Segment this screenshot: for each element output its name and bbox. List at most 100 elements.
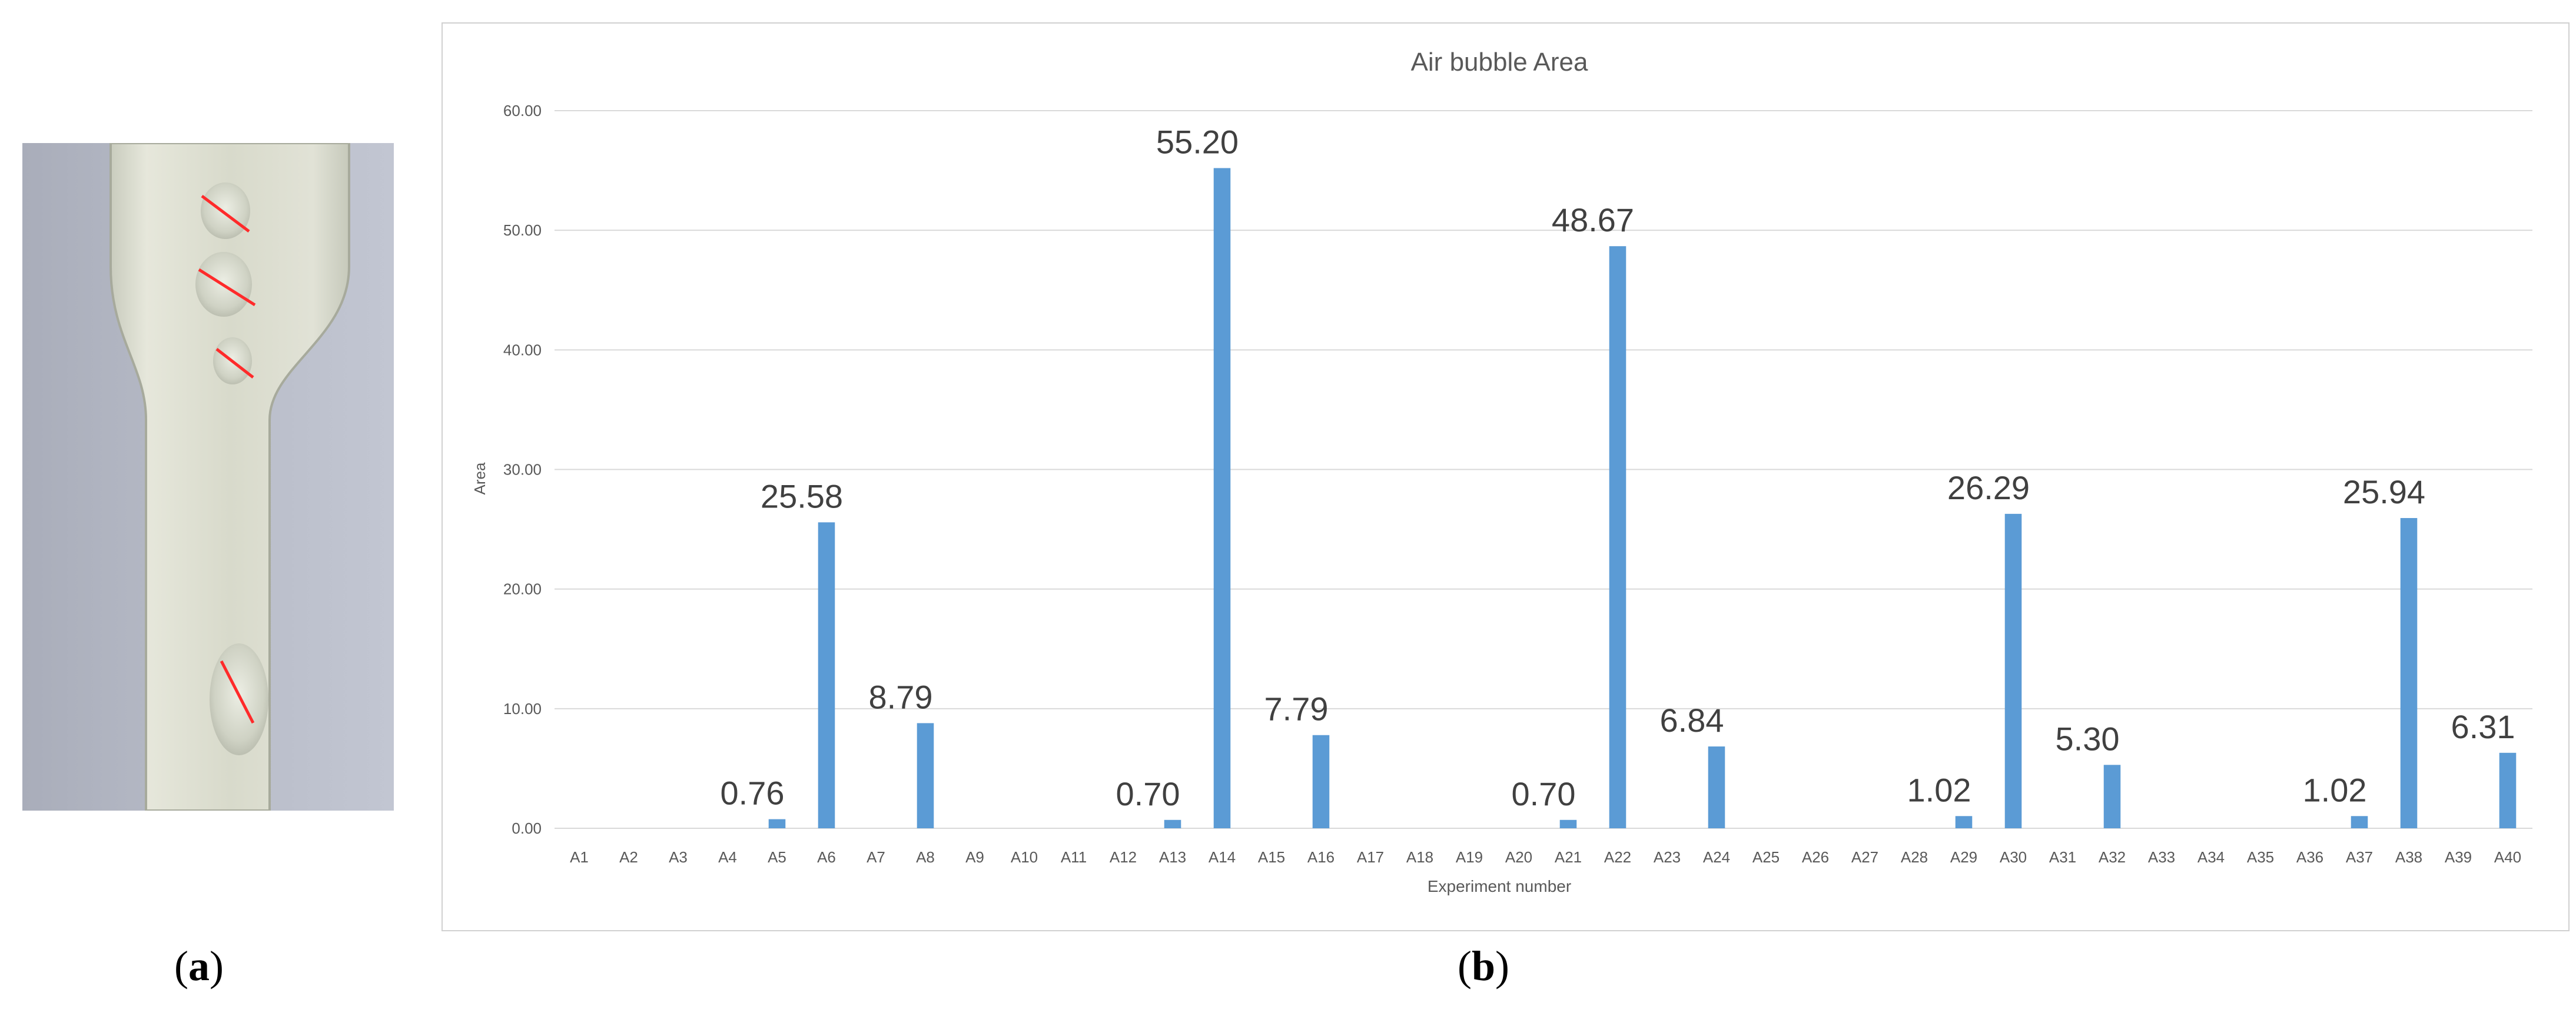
- data-label-A6: 25.58: [761, 477, 843, 515]
- x-tick-label: A7: [867, 848, 885, 866]
- x-tick-label: A1: [570, 848, 589, 866]
- data-label-A8: 8.79: [869, 678, 933, 715]
- x-tick-label: A25: [1752, 848, 1780, 866]
- data-label-A30: 26.29: [1947, 469, 2030, 506]
- x-tick-label: A40: [2494, 848, 2521, 866]
- panel-label-a: (a): [174, 942, 224, 991]
- x-tick-label: A38: [2395, 848, 2422, 866]
- air-bubble-area-chart: Air bubble Area 0.00 10.00 20.00 30.00 40.00…: [471, 48, 2532, 895]
- data-label-A24: 6.84: [1660, 702, 1724, 739]
- bar-A6: [818, 522, 835, 828]
- x-tick-label: A29: [1950, 848, 1977, 866]
- x-tick-label: A23: [1654, 848, 1681, 866]
- data-label-A5: 0.76: [721, 775, 785, 812]
- x-tick-label: A21: [1555, 848, 1582, 866]
- x-tick-label: A2: [619, 848, 638, 866]
- x-tick-label: A32: [2099, 848, 2126, 866]
- x-tick-label: A26: [1802, 848, 1829, 866]
- x-tick-label: A35: [2247, 848, 2274, 866]
- panel-label-b-letter: b: [1471, 942, 1496, 990]
- x-tick-label: A13: [1159, 848, 1186, 866]
- bar-A32: [2103, 765, 2121, 828]
- bubble-marker-line: [198, 268, 256, 307]
- x-tick-label: A19: [1456, 848, 1483, 866]
- x-tick-label: A3: [669, 848, 688, 866]
- bar-A8: [917, 723, 934, 828]
- data-label-A32: 5.30: [2056, 720, 2120, 757]
- x-tick-label: A36: [2296, 848, 2323, 866]
- bar-A29: [1955, 816, 1973, 828]
- panel-label-b: (b): [1458, 942, 1509, 991]
- bars: [768, 168, 2517, 828]
- gridlines: [555, 110, 2532, 829]
- data-label-A37: 1.02: [2303, 771, 2367, 808]
- x-tick-label: A4: [718, 848, 737, 866]
- bar-A38: [2400, 517, 2418, 828]
- data-label-A38: 25.94: [2343, 473, 2425, 510]
- chart-title: Air bubble Area: [1411, 48, 1588, 77]
- specimen-body: [109, 142, 350, 812]
- panel-label-a-letter: a: [188, 942, 210, 990]
- x-tick-label: A20: [1505, 848, 1532, 866]
- y-tick-label: 60.00: [503, 102, 542, 120]
- x-tick-label: A15: [1258, 848, 1285, 866]
- data-labels: 0.76 25.58 8.79 0.70 55.20 7.79 0.70 48.67 6.84 1…: [721, 124, 2515, 812]
- x-tick-label: A11: [1061, 848, 1087, 866]
- x-tick-label: A28: [1901, 848, 1928, 866]
- y-axis-ticks: 0.00 10.00 20.00 30.00 40.00 50.00 60.00: [503, 102, 542, 837]
- panel-label-b-open: (: [1458, 942, 1472, 990]
- panel-label-b-close: ): [1495, 942, 1510, 990]
- specimen-photo: [22, 142, 394, 812]
- y-tick-label: 50.00: [503, 221, 542, 239]
- x-tick-label: A8: [916, 848, 935, 866]
- x-tick-label: A27: [1851, 848, 1878, 866]
- x-tick-label: A37: [2346, 848, 2373, 866]
- x-tick-label: A34: [2197, 848, 2225, 866]
- x-tick-label: A18: [1406, 848, 1433, 866]
- specimen-photo-drawing: [22, 142, 394, 812]
- x-tick-label: A16: [1307, 848, 1335, 866]
- data-label-A21: 0.70: [1512, 775, 1576, 812]
- bubble-shape: [210, 643, 268, 755]
- x-tick-label: A10: [1011, 848, 1038, 866]
- bar-A37: [2351, 816, 2368, 828]
- bar-A22: [1609, 246, 1626, 828]
- y-axis-label: Area: [471, 462, 489, 494]
- data-label-A14: 55.20: [1156, 124, 1239, 161]
- data-label-A22: 48.67: [1552, 201, 1634, 238]
- x-tick-label: A39: [2445, 848, 2472, 866]
- bubble-marker-line: [201, 195, 250, 233]
- data-label-A16: 7.79: [1264, 691, 1329, 728]
- panel-label-a-open: (: [174, 942, 188, 990]
- bar-A30: [2004, 513, 2022, 828]
- x-tick-label: A22: [1604, 848, 1631, 866]
- y-tick-label: 20.00: [503, 580, 542, 598]
- y-tick-label: 10.00: [503, 700, 542, 718]
- bar-A24: [1708, 746, 1725, 828]
- bar-A21: [1559, 819, 1577, 828]
- bubble-shape: [201, 182, 250, 239]
- x-axis-label: Experiment number: [1428, 877, 1571, 895]
- bar-A14: [1213, 168, 1231, 828]
- data-label-A29: 1.02: [1907, 771, 1971, 808]
- x-tick-label: A6: [817, 848, 836, 866]
- data-label-A13: 0.70: [1116, 775, 1180, 812]
- y-tick-label: 40.00: [503, 341, 542, 359]
- panel-label-a-close: ): [209, 942, 224, 990]
- bar-A5: [768, 819, 786, 828]
- bar-A16: [1312, 735, 1330, 828]
- x-tick-label: A24: [1703, 848, 1730, 866]
- bubble-marker-line: [220, 660, 255, 724]
- x-tick-label: A17: [1357, 848, 1384, 866]
- bar-A13: [1164, 819, 1181, 828]
- x-tick-label: A5: [768, 848, 786, 866]
- bubble-marker-line: [215, 348, 254, 379]
- chart-frame: Air bubble Area 0.00 10.00 20.00 30.00 40.00…: [441, 22, 2570, 931]
- x-tick-label: A33: [2148, 848, 2175, 866]
- x-tick-label: A12: [1110, 848, 1137, 866]
- x-axis-ticks: A1 A2 A3 A4 A5 A6 A7 A8 A9 A10 A11 A12 A13 A14 A15 A16 A…: [570, 848, 2521, 866]
- bar-A40: [2499, 752, 2517, 828]
- x-tick-label: A9: [965, 848, 984, 866]
- x-tick-label: A14: [1209, 848, 1236, 866]
- data-label-A40: 6.31: [2451, 708, 2515, 745]
